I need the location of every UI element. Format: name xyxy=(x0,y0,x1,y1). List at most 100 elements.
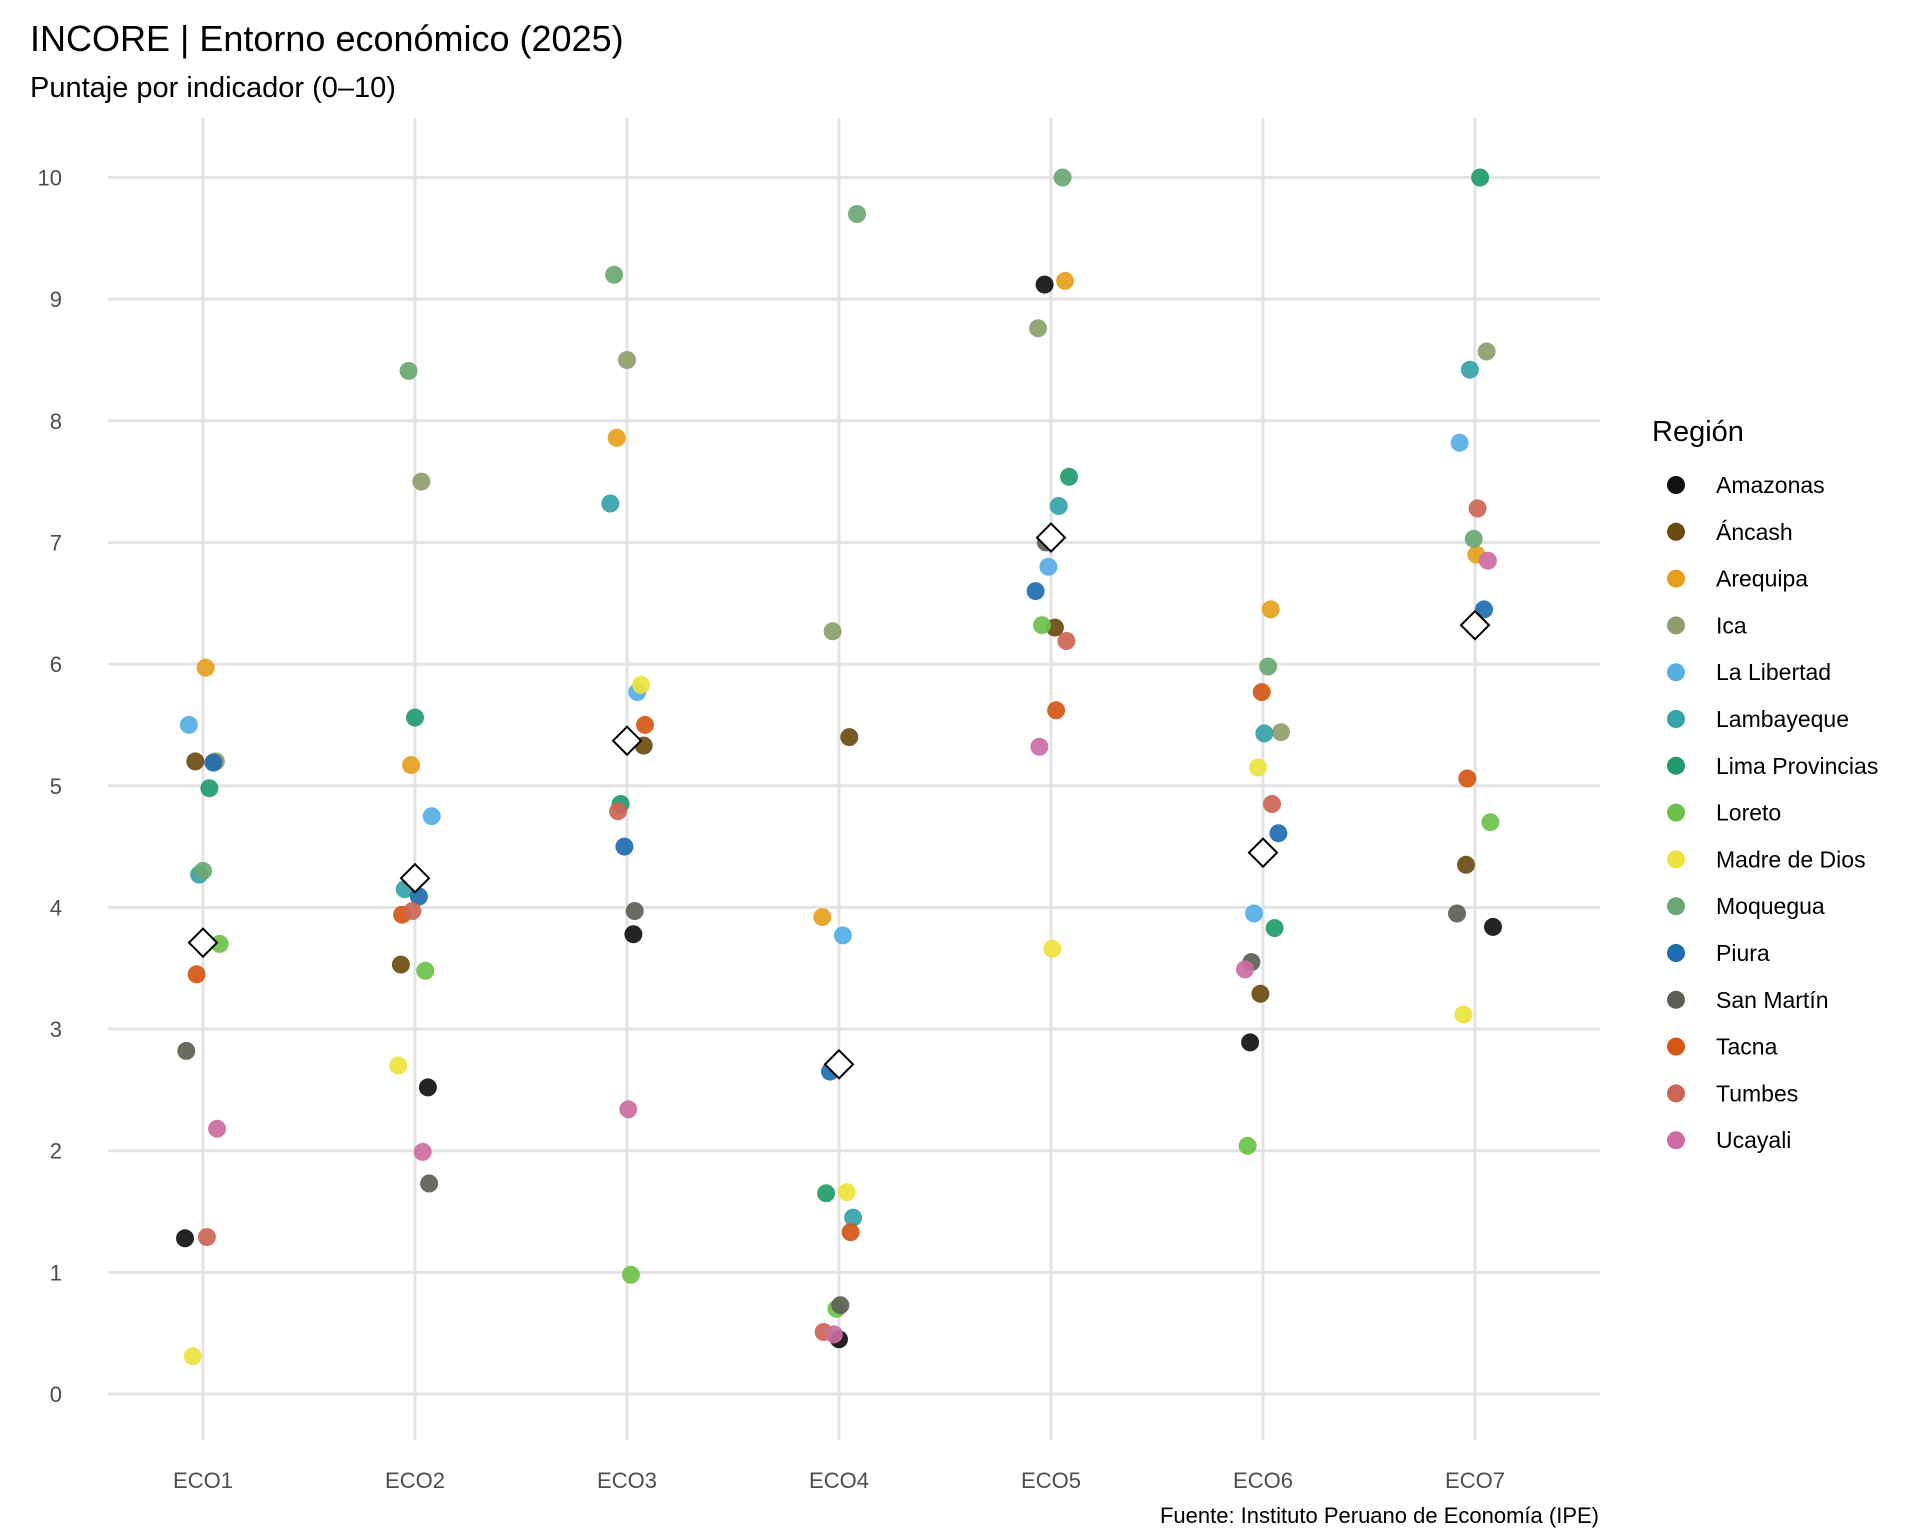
x-tick-label: ECO1 xyxy=(173,1468,233,1493)
data-point xyxy=(176,1229,194,1248)
legend-label: San Martín xyxy=(1716,987,1829,1013)
data-point xyxy=(621,1265,640,1284)
data-point xyxy=(399,361,418,380)
data-point xyxy=(389,1056,408,1075)
data-point xyxy=(194,861,212,880)
mean-diamond xyxy=(1035,522,1067,553)
legend-swatch xyxy=(1667,803,1685,822)
data-point xyxy=(625,902,644,920)
legend-swatch xyxy=(1667,897,1685,916)
legend-swatch xyxy=(1667,1084,1685,1103)
y-tick-label: 8 xyxy=(50,409,62,434)
data-point xyxy=(1252,683,1271,702)
data-point xyxy=(1033,616,1051,635)
data-point xyxy=(210,934,229,953)
y-tick-label: 6 xyxy=(50,652,62,677)
data-point xyxy=(837,1183,856,1202)
data-point xyxy=(632,675,651,694)
data-point xyxy=(1464,529,1483,548)
data-point xyxy=(402,756,421,775)
data-point xyxy=(187,965,206,984)
legend-label: Lambayeque xyxy=(1716,706,1849,732)
legend-title: Región xyxy=(1652,416,1744,448)
chart-caption: Fuente: Instituto Peruano de Economía (I… xyxy=(1160,1503,1599,1528)
data-point xyxy=(200,779,219,798)
mean-diamond xyxy=(611,725,643,757)
legend-label: Madre de Dios xyxy=(1716,846,1866,872)
legend-swatch xyxy=(1667,756,1685,775)
legend-item: La Libertad xyxy=(1667,659,1831,685)
data-point xyxy=(1039,557,1058,576)
legend-label: Lima Provincias xyxy=(1716,753,1878,779)
data-point xyxy=(1460,360,1479,379)
legend-swatch xyxy=(1667,944,1685,962)
data-point xyxy=(1471,168,1490,187)
legend-item: Piura xyxy=(1667,940,1770,966)
data-point xyxy=(1265,919,1284,938)
data-point xyxy=(1481,813,1500,832)
legend-swatch xyxy=(1667,663,1685,682)
data-point xyxy=(1035,275,1054,294)
data-point xyxy=(1049,497,1068,515)
data-point xyxy=(1269,824,1288,843)
data-point xyxy=(416,961,435,980)
legend-label: La Libertad xyxy=(1716,659,1831,685)
legend-swatch xyxy=(1667,476,1685,494)
legend-item: Madre de Dios xyxy=(1667,846,1866,872)
legend-item: Tumbes xyxy=(1667,1080,1798,1106)
y-tick-label: 7 xyxy=(50,530,62,555)
legend-label: Tumbes xyxy=(1716,1080,1798,1106)
data-point xyxy=(196,658,215,677)
legend-swatch xyxy=(1667,1131,1685,1150)
data-point xyxy=(1238,1136,1257,1155)
legend-swatch xyxy=(1667,569,1685,588)
data-point xyxy=(601,494,620,513)
chart-title: INCORE | Entorno económico (2025) xyxy=(30,18,624,59)
data-point xyxy=(1448,904,1466,923)
data-point xyxy=(1053,168,1072,187)
legend-swatch xyxy=(1667,850,1685,869)
data-point xyxy=(204,753,223,772)
mean-markers xyxy=(187,522,1491,1080)
legend-label: Arequipa xyxy=(1716,566,1808,592)
data-point xyxy=(615,837,634,856)
data-point xyxy=(1263,795,1281,813)
data-point xyxy=(1047,701,1066,720)
legend-swatch xyxy=(1667,522,1685,541)
data-point xyxy=(1468,499,1487,518)
data-point xyxy=(1248,758,1267,777)
legend-item: San Martín xyxy=(1667,987,1829,1013)
data-point xyxy=(824,1325,843,1344)
grid-lines xyxy=(108,118,1600,1440)
y-axis-ticks: 0 1 2 3 4 5 6 7 8 9 10 xyxy=(38,166,62,1408)
legend-item: Áncash xyxy=(1667,519,1793,545)
data-point xyxy=(422,807,441,826)
data-point xyxy=(848,205,866,223)
legend-label: Ica xyxy=(1716,612,1747,638)
data-point xyxy=(840,728,859,747)
data-point xyxy=(1477,342,1496,361)
legend-item: Tacna xyxy=(1667,1034,1778,1060)
data-point xyxy=(841,1223,860,1242)
data-point xyxy=(636,715,654,734)
data-point xyxy=(412,472,431,491)
y-tick-label: 3 xyxy=(50,1017,62,1042)
legend-item: Lambayeque xyxy=(1667,706,1849,732)
data-point xyxy=(831,1296,850,1315)
data-point xyxy=(1057,632,1076,650)
x-tick-label: ECO5 xyxy=(1021,1468,1081,1493)
data-point xyxy=(403,902,422,920)
mean-diamond xyxy=(399,862,431,894)
mean-diamond xyxy=(1247,837,1279,869)
data-point xyxy=(1454,1005,1473,1024)
data-point xyxy=(833,926,852,945)
data-point xyxy=(1029,319,1048,338)
legend: Región Amazonas Áncash Arequipa Ica La Liber… xyxy=(1652,416,1878,1153)
data-point xyxy=(823,622,842,641)
data-point xyxy=(1259,657,1278,676)
y-tick-label: 0 xyxy=(50,1382,62,1407)
data-point xyxy=(418,1078,437,1097)
data-point xyxy=(817,1184,836,1203)
